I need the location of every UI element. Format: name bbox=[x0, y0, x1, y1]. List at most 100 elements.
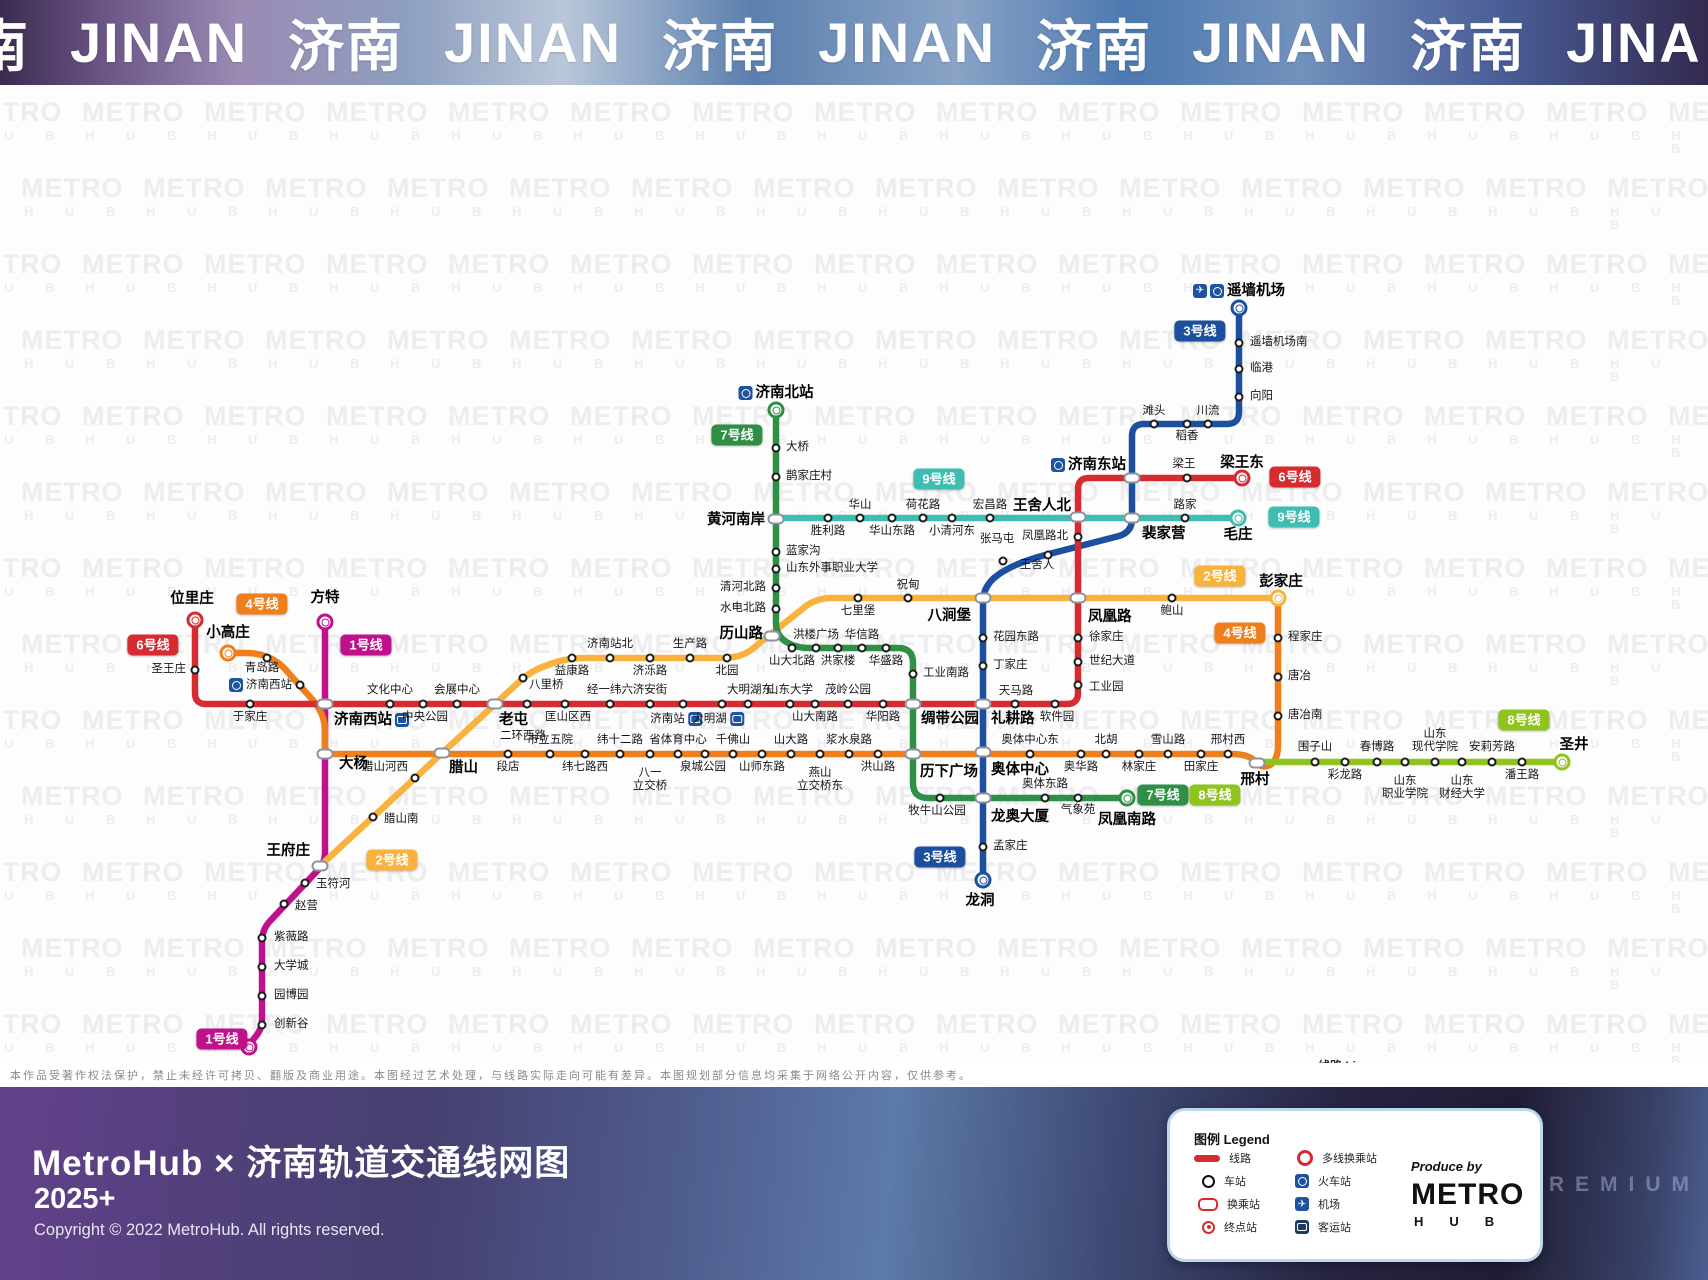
brand-hub: HUB bbox=[1414, 1214, 1521, 1229]
station-label: 山东大学 bbox=[767, 684, 813, 696]
banner-token: 济南 bbox=[1410, 15, 1527, 78]
legend-title: 图例 Legend bbox=[1194, 1132, 1270, 1147]
station-label: 华山东路 bbox=[869, 525, 915, 537]
metro-logo-icon bbox=[738, 386, 753, 401]
station-label: 纬十二路 bbox=[597, 734, 643, 746]
station-marker bbox=[1234, 364, 1244, 374]
station-label: 奥华路 bbox=[1063, 761, 1099, 773]
station-marker bbox=[1069, 592, 1087, 604]
station-marker bbox=[887, 513, 897, 523]
station-marker bbox=[771, 547, 781, 557]
station-label: 鲍山 bbox=[1160, 605, 1184, 617]
line-legend: 线路 Line 1号线2号线3号线4号线6号线7号线8号线9号线 bbox=[1318, 1057, 1542, 1063]
station-marker bbox=[1101, 749, 1111, 759]
line-badge-L9: 9号线 bbox=[913, 468, 965, 490]
station-marker bbox=[878, 699, 888, 709]
station-marker bbox=[452, 699, 462, 709]
station-marker bbox=[763, 630, 781, 642]
station-label: 浆水泉路 bbox=[826, 734, 872, 746]
station-marker bbox=[974, 871, 992, 889]
station-marker bbox=[1400, 757, 1410, 767]
station-marker bbox=[811, 643, 821, 653]
station-label: ✈ 遥墙机场 bbox=[1193, 283, 1285, 299]
station-marker bbox=[1430, 757, 1440, 767]
station-label: 毛庄 bbox=[1223, 527, 1253, 543]
line-badge-L1: 1号线 bbox=[340, 634, 392, 656]
station-label: 山东 现代学院 bbox=[1412, 728, 1458, 753]
station-marker bbox=[947, 513, 957, 523]
station-marker bbox=[978, 842, 988, 852]
station-label: 赵营 bbox=[295, 900, 318, 912]
station-marker bbox=[1233, 469, 1251, 487]
banner-token: 济南 bbox=[288, 15, 405, 78]
airport-icon: ✈ bbox=[1193, 284, 1207, 299]
premium-watermark: PREMIUM bbox=[1523, 1173, 1700, 1196]
station-label: 丁家庄 bbox=[993, 659, 1028, 671]
station-label: 工业园 bbox=[1089, 681, 1124, 693]
banner-token: JINA bbox=[1566, 11, 1702, 74]
station-label: 王府庄 bbox=[266, 843, 311, 859]
station-marker bbox=[844, 749, 854, 759]
legend-glyph-plane: ✈ bbox=[1295, 1197, 1309, 1211]
station-marker bbox=[853, 593, 863, 603]
banner-token: 南 bbox=[0, 15, 30, 78]
station-marker bbox=[605, 699, 615, 709]
station-label: 济南站 bbox=[650, 712, 702, 726]
station-label: 小高庄 bbox=[206, 625, 250, 641]
station-label: 华阳路 bbox=[865, 711, 901, 723]
station-marker bbox=[316, 698, 334, 710]
station-marker bbox=[873, 749, 883, 759]
station-marker bbox=[1069, 511, 1087, 523]
station-label: 胜利路 bbox=[810, 525, 846, 537]
station-label: 华信路 bbox=[844, 629, 880, 641]
legend-glyph-bus bbox=[1295, 1220, 1309, 1234]
station-marker bbox=[605, 653, 615, 663]
station-marker bbox=[722, 653, 732, 663]
station-marker bbox=[904, 748, 922, 760]
station-marker bbox=[316, 748, 334, 760]
station-label: 川流 bbox=[1196, 405, 1220, 417]
station-marker bbox=[580, 749, 590, 759]
station-marker bbox=[385, 699, 395, 709]
station-label: 裴家营 bbox=[1142, 526, 1186, 542]
banner-token: JINAN bbox=[444, 11, 623, 74]
station-marker bbox=[1234, 338, 1244, 348]
train-station-icon bbox=[395, 713, 409, 728]
metro-logo-icon bbox=[229, 678, 243, 692]
station-label: 彩龙路 bbox=[1327, 769, 1363, 781]
legend-glyph-ring bbox=[1202, 1174, 1215, 1188]
produced-by-label: Produce by bbox=[1411, 1159, 1482, 1174]
station-marker bbox=[518, 673, 528, 683]
station-marker bbox=[974, 698, 992, 710]
station-marker bbox=[545, 749, 555, 759]
station-marker bbox=[1073, 680, 1083, 690]
station-marker bbox=[1182, 473, 1192, 483]
legend-item: 线路 bbox=[1194, 1151, 1260, 1165]
station-label: 大明湖 bbox=[692, 712, 744, 726]
station-marker bbox=[1517, 757, 1527, 767]
station-label: 田家庄 bbox=[1183, 761, 1219, 773]
station-label: 山大南路 bbox=[792, 711, 838, 723]
station-label: 市立五院 bbox=[527, 734, 573, 746]
station-marker bbox=[771, 443, 781, 453]
legend-item: 火车站 bbox=[1290, 1174, 1377, 1188]
line-L3 bbox=[979, 304, 1243, 884]
station-marker bbox=[300, 878, 310, 888]
line-badge-L2: 2号线 bbox=[1194, 565, 1246, 587]
station-label: 徐家庄 bbox=[1089, 631, 1124, 643]
station-marker bbox=[245, 699, 255, 709]
station-marker bbox=[368, 812, 378, 822]
station-label: 奥体中心 bbox=[991, 762, 1049, 778]
station-label: 山师东路 bbox=[739, 761, 785, 773]
station-label: 围子山 bbox=[1297, 741, 1333, 753]
footer: MetroHub × 济南轨道交通线网图 2025+ Copyright © 2… bbox=[0, 1087, 1708, 1280]
metro-logo-icon bbox=[1210, 284, 1224, 299]
station-marker bbox=[1196, 749, 1206, 759]
station-marker bbox=[1050, 699, 1060, 709]
disclaimer-strip: 本作品受著作权法保护，禁止未经许可拷贝、翻版及商业用途。本图经过艺术处理，与线路… bbox=[0, 1063, 1708, 1087]
station-marker bbox=[522, 699, 532, 709]
station-label: 青岛路 bbox=[244, 662, 280, 674]
station-marker bbox=[1043, 550, 1053, 560]
station-label: 奥体中心东 bbox=[1001, 734, 1059, 746]
station-marker bbox=[843, 699, 853, 709]
